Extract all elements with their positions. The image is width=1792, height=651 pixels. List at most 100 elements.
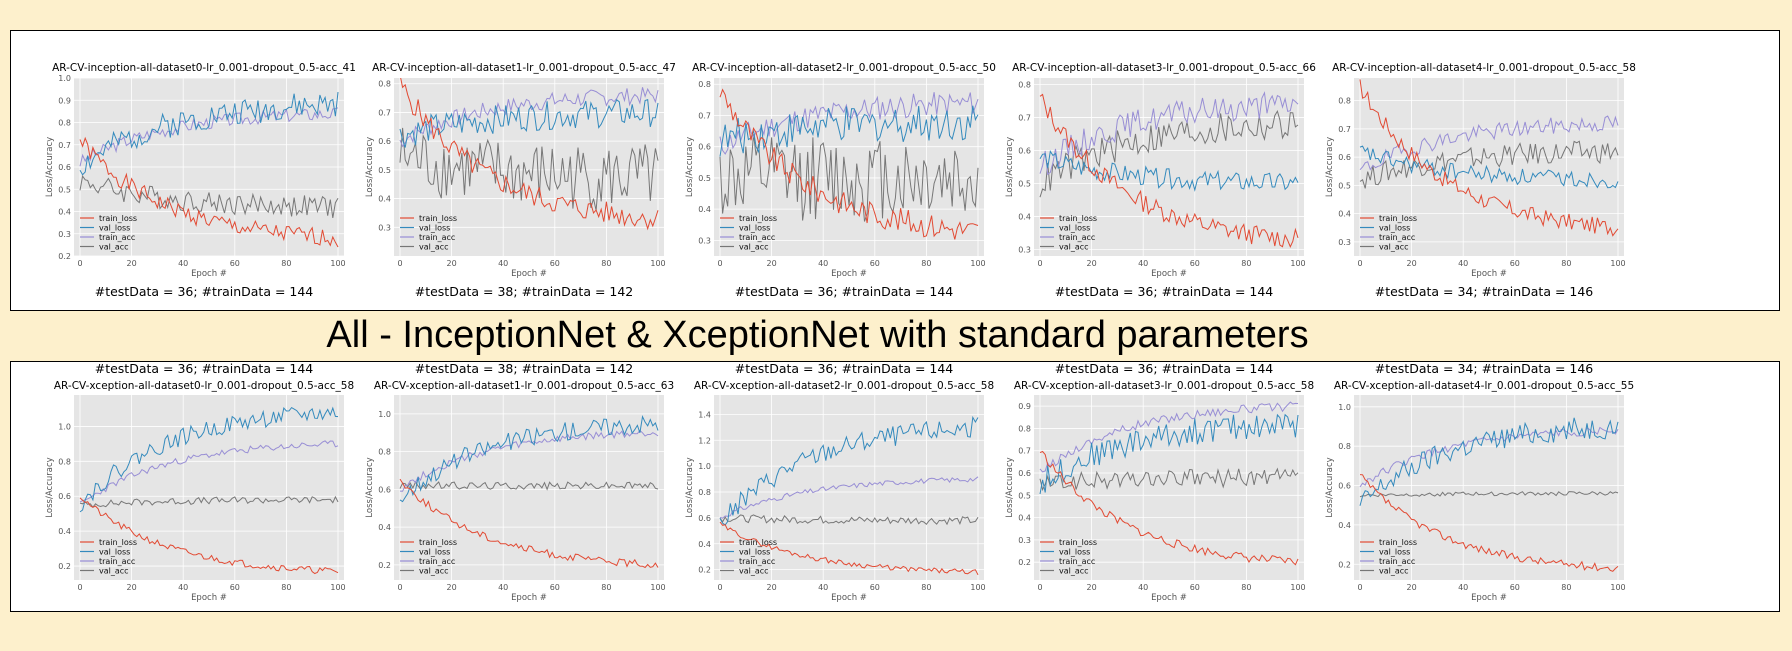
x-tick-label: 80 xyxy=(601,583,611,592)
x-tick-label: 60 xyxy=(870,259,880,268)
y-tick-label: 0.6 xyxy=(1018,147,1031,156)
legend-label: train_acc xyxy=(99,557,135,566)
x-tick-label: 60 xyxy=(230,259,240,268)
legend-label: val_loss xyxy=(419,224,450,233)
chart-title: AR-CV-inception-all-dataset1-lr_0.001-dr… xyxy=(372,62,676,74)
chart-svg: #testData = 36; #trainData = 144 AR-CV-in… xyxy=(1005,62,1316,299)
y-tick-label: 0.9 xyxy=(58,96,71,105)
legend-label: train_acc xyxy=(1379,557,1415,566)
y-tick-label: 0.6 xyxy=(698,514,711,523)
x-tick-label: 20 xyxy=(767,583,777,592)
y-tick-label: 0.6 xyxy=(378,137,391,146)
y-tick-label: 0.4 xyxy=(58,208,71,217)
chart-svg: #testData = 38; #trainData = 142 AR-CV-in… xyxy=(365,62,676,299)
legend-label: train_acc xyxy=(1379,233,1415,242)
x-tick-label: 80 xyxy=(1241,583,1251,592)
x-tick-label: 0 xyxy=(717,583,722,592)
legend-label: val_loss xyxy=(99,224,130,233)
y-tick-label: 0.6 xyxy=(58,492,71,501)
series-line-train-acc xyxy=(1039,401,1299,473)
xception-chart-3: #testData = 36; #trainData = 144 AR-CV-xc… xyxy=(994,361,1334,611)
y-tick-label: 0.3 xyxy=(698,236,711,245)
series-line-val-acc xyxy=(719,514,979,526)
x-tick-label: 60 xyxy=(550,583,560,592)
series-line-val-loss xyxy=(1039,150,1299,192)
inception-chart-2: #testData = 36; #trainData = 144 AR-CV-in… xyxy=(674,30,1014,302)
x-tick-label: 80 xyxy=(281,259,291,268)
chart-title: AR-CV-xception-all-dataset1-lr_0.001-dro… xyxy=(374,380,674,392)
chart-caption: #testData = 36; #trainData = 144 xyxy=(95,284,314,299)
legend-label: train_acc xyxy=(419,233,455,242)
chart-title: AR-CV-inception-all-dataset2-lr_0.001-dr… xyxy=(692,62,996,74)
x-tick-label: 100 xyxy=(650,259,665,268)
x-tick-label: 60 xyxy=(1510,259,1520,268)
chart-caption: #testData = 36; #trainData = 144 xyxy=(735,284,954,299)
chart-caption: #testData = 36; #trainData = 144 xyxy=(1055,361,1274,376)
series-line-train-acc xyxy=(719,92,979,155)
chart-title: AR-CV-xception-all-dataset2-lr_0.001-dro… xyxy=(694,380,994,392)
chart-title: AR-CV-xception-all-dataset0-lr_0.001-dro… xyxy=(54,380,354,392)
y-tick-label: 0.6 xyxy=(378,485,391,494)
y-tick-label: 1.0 xyxy=(698,462,711,471)
y-tick-label: 0.6 xyxy=(1018,469,1031,478)
legend-label: val_loss xyxy=(419,548,450,557)
x-axis-label: Epoch # xyxy=(1151,269,1187,279)
x-tick-label: 20 xyxy=(127,259,137,268)
legend-label: train_acc xyxy=(1059,233,1095,242)
x-tick-label: 80 xyxy=(281,583,291,592)
legend-label: train_loss xyxy=(419,214,457,223)
x-axis-label: Epoch # xyxy=(191,269,227,279)
x-tick-label: 0 xyxy=(717,259,722,268)
chart-title: AR-CV-xception-all-dataset3-lr_0.001-dro… xyxy=(1014,380,1314,392)
x-tick-label: 100 xyxy=(330,259,345,268)
x-axis-label: Epoch # xyxy=(1151,593,1187,603)
xception-chart-0: #testData = 36; #trainData = 144 AR-CV-xc… xyxy=(34,361,374,611)
inception-chart-4: #testData = 34; #trainData = 146 AR-CV-in… xyxy=(1314,30,1654,302)
y-tick-label: 0.2 xyxy=(378,561,391,570)
legend-label: train_acc xyxy=(739,233,775,242)
y-tick-label: 0.6 xyxy=(1338,482,1351,491)
y-tick-label: 0.8 xyxy=(378,448,391,457)
y-axis-label: Loss/Accuracy xyxy=(1325,137,1335,197)
legend-label: val_acc xyxy=(99,567,129,576)
series-line-val-acc xyxy=(1359,140,1619,189)
xception-chart-4: #testData = 34; #trainData = 146 AR-CV-xc… xyxy=(1314,361,1654,611)
series-line-train-acc xyxy=(399,429,659,492)
x-tick-label: 40 xyxy=(178,583,188,592)
y-tick-label: 0.4 xyxy=(378,523,391,532)
y-tick-label: 0.5 xyxy=(1338,181,1351,190)
chart-caption: #testData = 34; #trainData = 146 xyxy=(1375,284,1594,299)
y-tick-label: 0.8 xyxy=(378,80,391,89)
x-tick-label: 60 xyxy=(1510,583,1520,592)
series-line-train-acc xyxy=(79,440,339,503)
legend-label: val_loss xyxy=(1059,224,1090,233)
y-tick-label: 0.3 xyxy=(378,223,391,232)
y-tick-label: 0.2 xyxy=(58,252,71,261)
x-tick-label: 0 xyxy=(1357,583,1362,592)
x-tick-label: 40 xyxy=(1138,259,1148,268)
chart-svg: #testData = 36; #trainData = 144 AR-CV-in… xyxy=(685,62,996,299)
series-line-val-loss xyxy=(399,415,659,503)
legend-label: val_loss xyxy=(1379,224,1410,233)
plot-area xyxy=(394,395,664,580)
y-tick-label: 0.5 xyxy=(378,166,391,175)
legend-label: train_loss xyxy=(739,214,777,223)
series-line-val-loss xyxy=(1039,413,1299,495)
plot-area xyxy=(1354,78,1624,256)
y-tick-label: 0.9 xyxy=(1018,402,1031,411)
chart-svg: #testData = 36; #trainData = 144 AR-CV-in… xyxy=(45,62,356,299)
y-axis-label: Loss/Accuracy xyxy=(365,457,375,517)
series-line-train-loss xyxy=(79,497,339,575)
y-tick-label: 0.4 xyxy=(1338,210,1351,219)
legend-label: val_acc xyxy=(1059,567,1089,576)
legend-label: val_acc xyxy=(739,243,769,252)
series-line-train-acc xyxy=(1359,115,1619,171)
y-axis-label: Loss/Accuracy xyxy=(685,457,695,517)
x-tick-label: 100 xyxy=(650,583,665,592)
series-line-val-loss xyxy=(1359,145,1619,189)
chart-caption: #testData = 36; #trainData = 144 xyxy=(1055,284,1274,299)
x-tick-label: 20 xyxy=(447,583,457,592)
y-tick-label: 0.8 xyxy=(698,80,711,89)
x-tick-label: 20 xyxy=(767,259,777,268)
legend-label: train_loss xyxy=(1379,538,1417,547)
